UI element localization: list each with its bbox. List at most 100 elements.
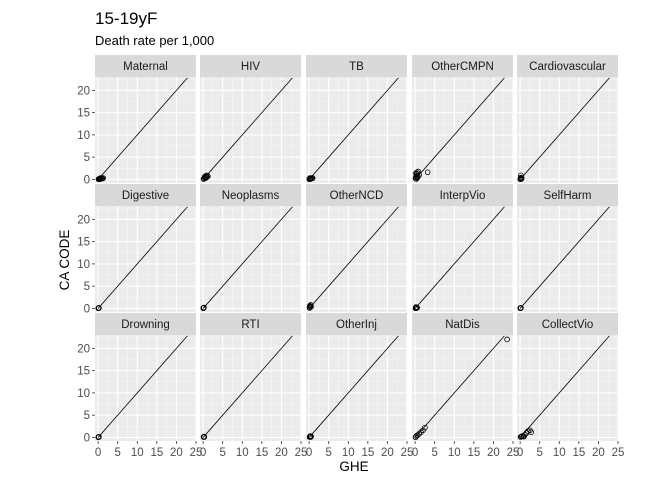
- facet-maternal: Maternal 0 5 10 15 20: [77, 55, 197, 186]
- facet-label: TB: [349, 61, 364, 73]
- facet-otherinj: OtherInj 0 5 10 15 20 25: [306, 313, 413, 459]
- data-point: [201, 304, 207, 311]
- panel-background: [517, 77, 618, 183]
- x-tick-label: 20: [275, 447, 288, 459]
- x-tick-label: 10: [448, 447, 461, 459]
- x-tick-label: 10: [131, 447, 144, 459]
- panel-background: [200, 335, 301, 441]
- panel-background: [200, 77, 301, 183]
- x-tick-label: 5: [432, 447, 438, 459]
- data-point: [518, 172, 524, 179]
- data-point: [307, 175, 313, 181]
- data-point: [518, 305, 524, 311]
- panel-background: [200, 206, 301, 312]
- data-point: [97, 175, 104, 181]
- facet-strip: [306, 55, 407, 77]
- x-tick-label: 25: [190, 447, 203, 459]
- facet-natdis: NatDis 0 5 10 15 20 25: [412, 313, 519, 459]
- reference-line: [414, 77, 505, 180]
- facet-label: Cardiovascular: [529, 61, 606, 73]
- facet-label: CollectVio: [542, 319, 594, 331]
- facet-label: Drowning: [121, 319, 170, 331]
- chart-subtitle: Death rate per 1,000: [95, 33, 214, 48]
- facet-collectvio: CollectVio 0 5 10 15 20 25: [517, 313, 624, 459]
- data-point: [202, 175, 209, 181]
- facet-cardiovascular: Cardiovascular: [517, 55, 619, 183]
- facet-label: SelfHarm: [544, 190, 592, 202]
- facet-label: RTI: [241, 319, 259, 331]
- facet-strip: [517, 55, 618, 77]
- facet-strip: [412, 184, 513, 206]
- reference-line: [202, 335, 293, 438]
- x-tick-label: 0: [517, 447, 523, 459]
- y-tick-label: 20: [77, 214, 90, 226]
- data-point: [422, 424, 428, 431]
- x-tick-label: 10: [342, 447, 355, 459]
- y-tick-label: 5: [84, 410, 90, 422]
- data-point: [518, 175, 525, 181]
- x-tick-label: 5: [115, 447, 121, 459]
- x-tick-label: 15: [572, 447, 585, 459]
- facet-strip: [412, 313, 513, 335]
- facet-label: NatDis: [445, 319, 480, 331]
- facet-drowning: Drowning 0 5 10 15 20 0 5 10 15 20 25: [77, 313, 202, 459]
- x-tick-label: 0: [412, 447, 418, 459]
- x-tick-label: 0: [200, 447, 206, 459]
- x-tick-label: 25: [612, 447, 625, 459]
- facet-strip: [306, 313, 407, 335]
- x-tick-label: 20: [592, 447, 605, 459]
- x-tick-label: 0: [306, 447, 312, 459]
- facet-label: HIV: [241, 61, 261, 73]
- reference-line: [519, 206, 610, 309]
- reference-line: [202, 77, 293, 180]
- facet-interpvio: InterpVio: [412, 184, 514, 312]
- facet-label: OtherNCD: [330, 190, 384, 202]
- facet-panels: Maternal 0 5 10 15 20 HIV TB OtherCMPN Cardiovasc…: [77, 55, 624, 459]
- data-point: [307, 302, 313, 309]
- panel-background: [412, 206, 513, 312]
- facet-othercmpn: OtherCMPN: [412, 55, 514, 183]
- y-tick-label: 10: [77, 259, 90, 271]
- y-tick-label: 10: [77, 130, 90, 142]
- x-tick-label: 20: [487, 447, 500, 459]
- panel-background: [412, 77, 513, 183]
- data-point: [308, 433, 314, 440]
- data-point: [504, 336, 510, 343]
- x-axis-title: GHE: [339, 459, 368, 474]
- facet-label: OtherCMPN: [431, 61, 494, 73]
- data-point: [96, 305, 102, 311]
- data-point: [414, 304, 420, 311]
- facet-strip: [200, 313, 301, 335]
- x-tick-label: 5: [326, 447, 332, 459]
- y-axis-title: CA CODE: [57, 230, 72, 291]
- y-tick-label: 20: [77, 343, 90, 355]
- panel-background: [306, 77, 407, 183]
- panel-background: [95, 77, 196, 183]
- facet-tb: TB: [306, 55, 408, 183]
- data-point: [413, 304, 419, 310]
- y-tick-label: 5: [84, 152, 90, 164]
- x-tick-label: 5: [220, 447, 226, 459]
- reference-line: [519, 77, 610, 180]
- facet-label: InterpVio: [440, 190, 486, 202]
- facet-selfharm: SelfHarm: [517, 184, 619, 312]
- data-point: [201, 173, 208, 180]
- panel-background: [517, 206, 618, 312]
- y-tick-label: 20: [77, 85, 90, 97]
- x-tick-label: 15: [255, 447, 268, 459]
- data-point: [308, 303, 314, 310]
- facet-strip: [95, 313, 196, 335]
- y-tick-label: 15: [77, 366, 90, 378]
- x-tick-label: 15: [361, 447, 374, 459]
- reference-line: [414, 335, 505, 438]
- reference-line: [97, 206, 188, 309]
- data-point: [415, 173, 421, 180]
- data-point: [415, 168, 422, 175]
- x-tick-label: 25: [507, 447, 520, 459]
- data-point: [528, 429, 534, 435]
- panel-background: [95, 335, 196, 441]
- x-tick-label: 0: [95, 447, 101, 459]
- x-tick-label: 20: [381, 447, 394, 459]
- data-point: [100, 175, 107, 181]
- data-point: [201, 434, 208, 440]
